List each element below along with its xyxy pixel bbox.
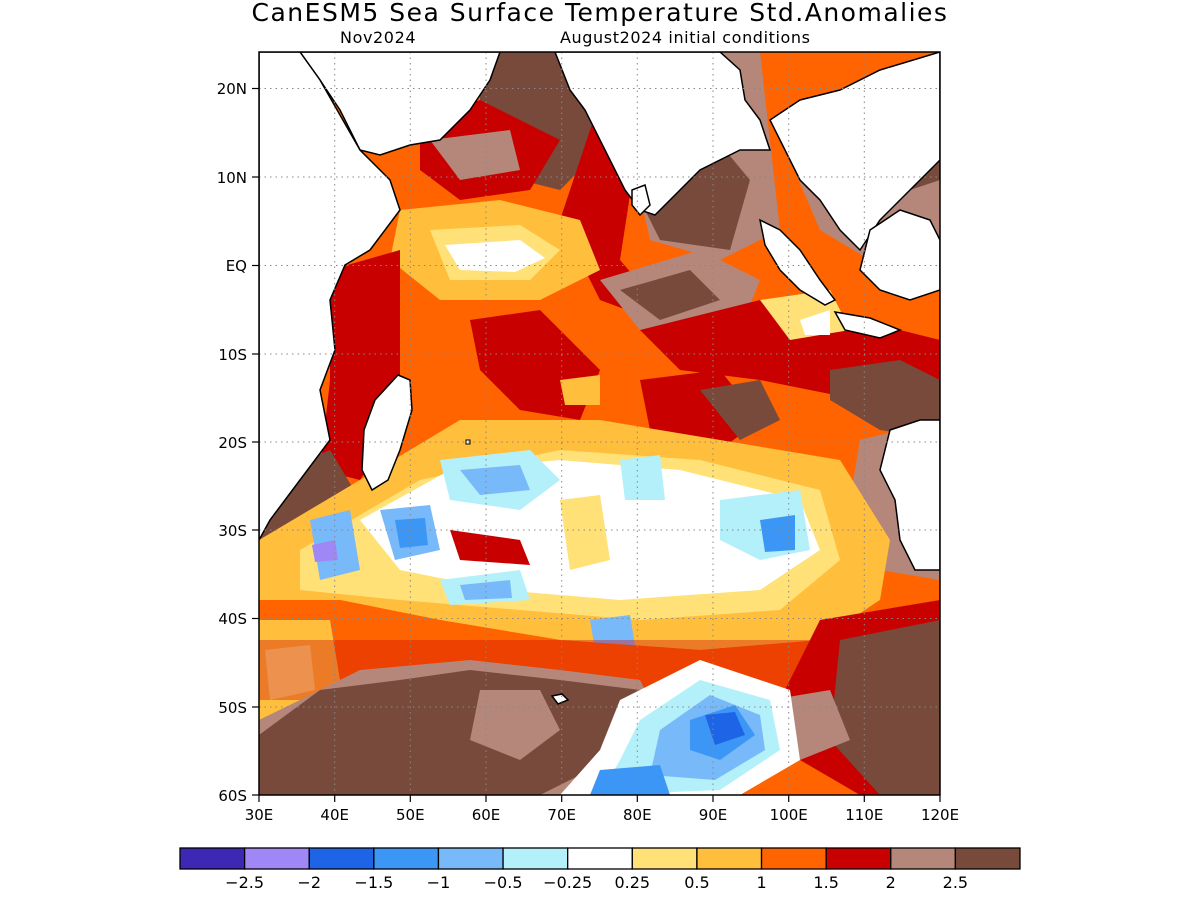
colorbar-swatch xyxy=(179,847,246,870)
madagascar-land xyxy=(361,374,413,492)
africa-land xyxy=(259,52,401,541)
borneo-land xyxy=(859,209,940,301)
lat-label: EQ xyxy=(226,257,247,275)
anomaly-patch xyxy=(700,380,780,440)
colorbar-swatch xyxy=(954,847,1021,870)
colorbar-label: 2.5 xyxy=(943,873,968,892)
anomaly-patch xyxy=(265,645,315,700)
colorbar-swatch xyxy=(373,847,440,870)
lon-label: 100E xyxy=(770,806,808,824)
colorbar-swatch xyxy=(631,847,698,870)
colorbar-label: −0.25 xyxy=(543,873,592,892)
anomaly-patch xyxy=(620,270,720,320)
colorbar-label: 0.5 xyxy=(684,873,709,892)
lon-label: 60E xyxy=(472,806,501,824)
anomaly-patch xyxy=(312,540,338,562)
colorbar-label: −2.5 xyxy=(225,873,264,892)
anomaly-patch xyxy=(830,360,940,440)
lat-label: 40S xyxy=(218,610,247,628)
initial-conditions-label: August2024 initial conditions xyxy=(560,28,811,47)
forecast-month-label: Nov2024 xyxy=(340,28,417,47)
anomaly-patch xyxy=(470,690,560,760)
colorbar-label: −1 xyxy=(427,873,451,892)
anomaly-patch xyxy=(560,375,600,405)
lat-label: 10N xyxy=(217,169,247,187)
colorbar-swatch xyxy=(567,847,633,870)
anomaly-patch xyxy=(560,495,610,570)
lon-label: 80E xyxy=(623,806,652,824)
anomaly-patch xyxy=(760,515,795,552)
lat-label: 20N xyxy=(217,80,247,98)
lon-label: 40E xyxy=(320,806,349,824)
map-title: CanESM5 Sea Surface Temperature Std.Anom… xyxy=(251,0,949,27)
colorbar-swatch xyxy=(308,847,375,870)
colorbar-swatch xyxy=(760,847,827,870)
anomaly-patch xyxy=(445,240,545,272)
anomaly-patch xyxy=(460,580,512,600)
lon-label: 120E xyxy=(921,806,959,824)
colorbar-label: 0.25 xyxy=(614,873,650,892)
lat-label: 50S xyxy=(218,699,247,717)
anomaly-patch xyxy=(705,712,745,745)
colorbar: −2.5 −2 −1.5 −1 −0.5 −0.25 0.25 0.5 1 1.5 2 2.5 xyxy=(179,847,1021,892)
indochina-land xyxy=(769,52,940,252)
anomaly-patch xyxy=(620,455,665,500)
anomaly-patch xyxy=(590,765,670,795)
colorbar-label: −0.5 xyxy=(484,873,523,892)
colorbar-label: 2 xyxy=(886,873,896,892)
colorbar-swatch xyxy=(502,847,569,870)
map-frame xyxy=(258,51,941,796)
anomaly-patch xyxy=(590,615,635,650)
lat-label: 60S xyxy=(218,787,247,805)
graticule xyxy=(259,52,940,795)
anomaly-field xyxy=(259,52,940,795)
colorbar-swatch xyxy=(890,847,957,870)
colorbar-swatch xyxy=(825,847,892,870)
lon-label: 70E xyxy=(547,806,576,824)
india-land xyxy=(554,52,772,216)
colorbar-swatch xyxy=(437,847,504,870)
lon-label: 30E xyxy=(245,806,274,824)
lon-label: 50E xyxy=(396,806,425,824)
lat-label: 30S xyxy=(218,522,247,540)
colorbar-swatch xyxy=(696,847,763,870)
sumatra-land xyxy=(758,218,837,306)
anomaly-patch xyxy=(450,530,530,565)
anomaly-patch xyxy=(800,310,830,335)
colorbar-label: 1 xyxy=(756,873,766,892)
colorbar-label: −2 xyxy=(297,873,321,892)
anomaly-patch xyxy=(395,518,428,548)
australia-land xyxy=(879,419,940,571)
axis-ticks xyxy=(252,87,941,802)
anomaly-patch xyxy=(259,580,940,690)
anomaly-patch xyxy=(460,465,530,495)
anomaly-patch xyxy=(430,130,520,180)
colorbar-swatch xyxy=(243,847,310,870)
lon-label: 110E xyxy=(845,806,883,824)
colorbar-label: −1.5 xyxy=(354,873,393,892)
lon-label: 90E xyxy=(699,806,728,824)
anomaly-patch xyxy=(830,620,940,795)
lat-label: 10S xyxy=(218,346,247,364)
sri-lanka-land xyxy=(631,183,651,217)
lat-label: 20S xyxy=(218,434,247,452)
colorbar-label: 1.5 xyxy=(813,873,838,892)
kerguelen-island xyxy=(550,693,570,705)
